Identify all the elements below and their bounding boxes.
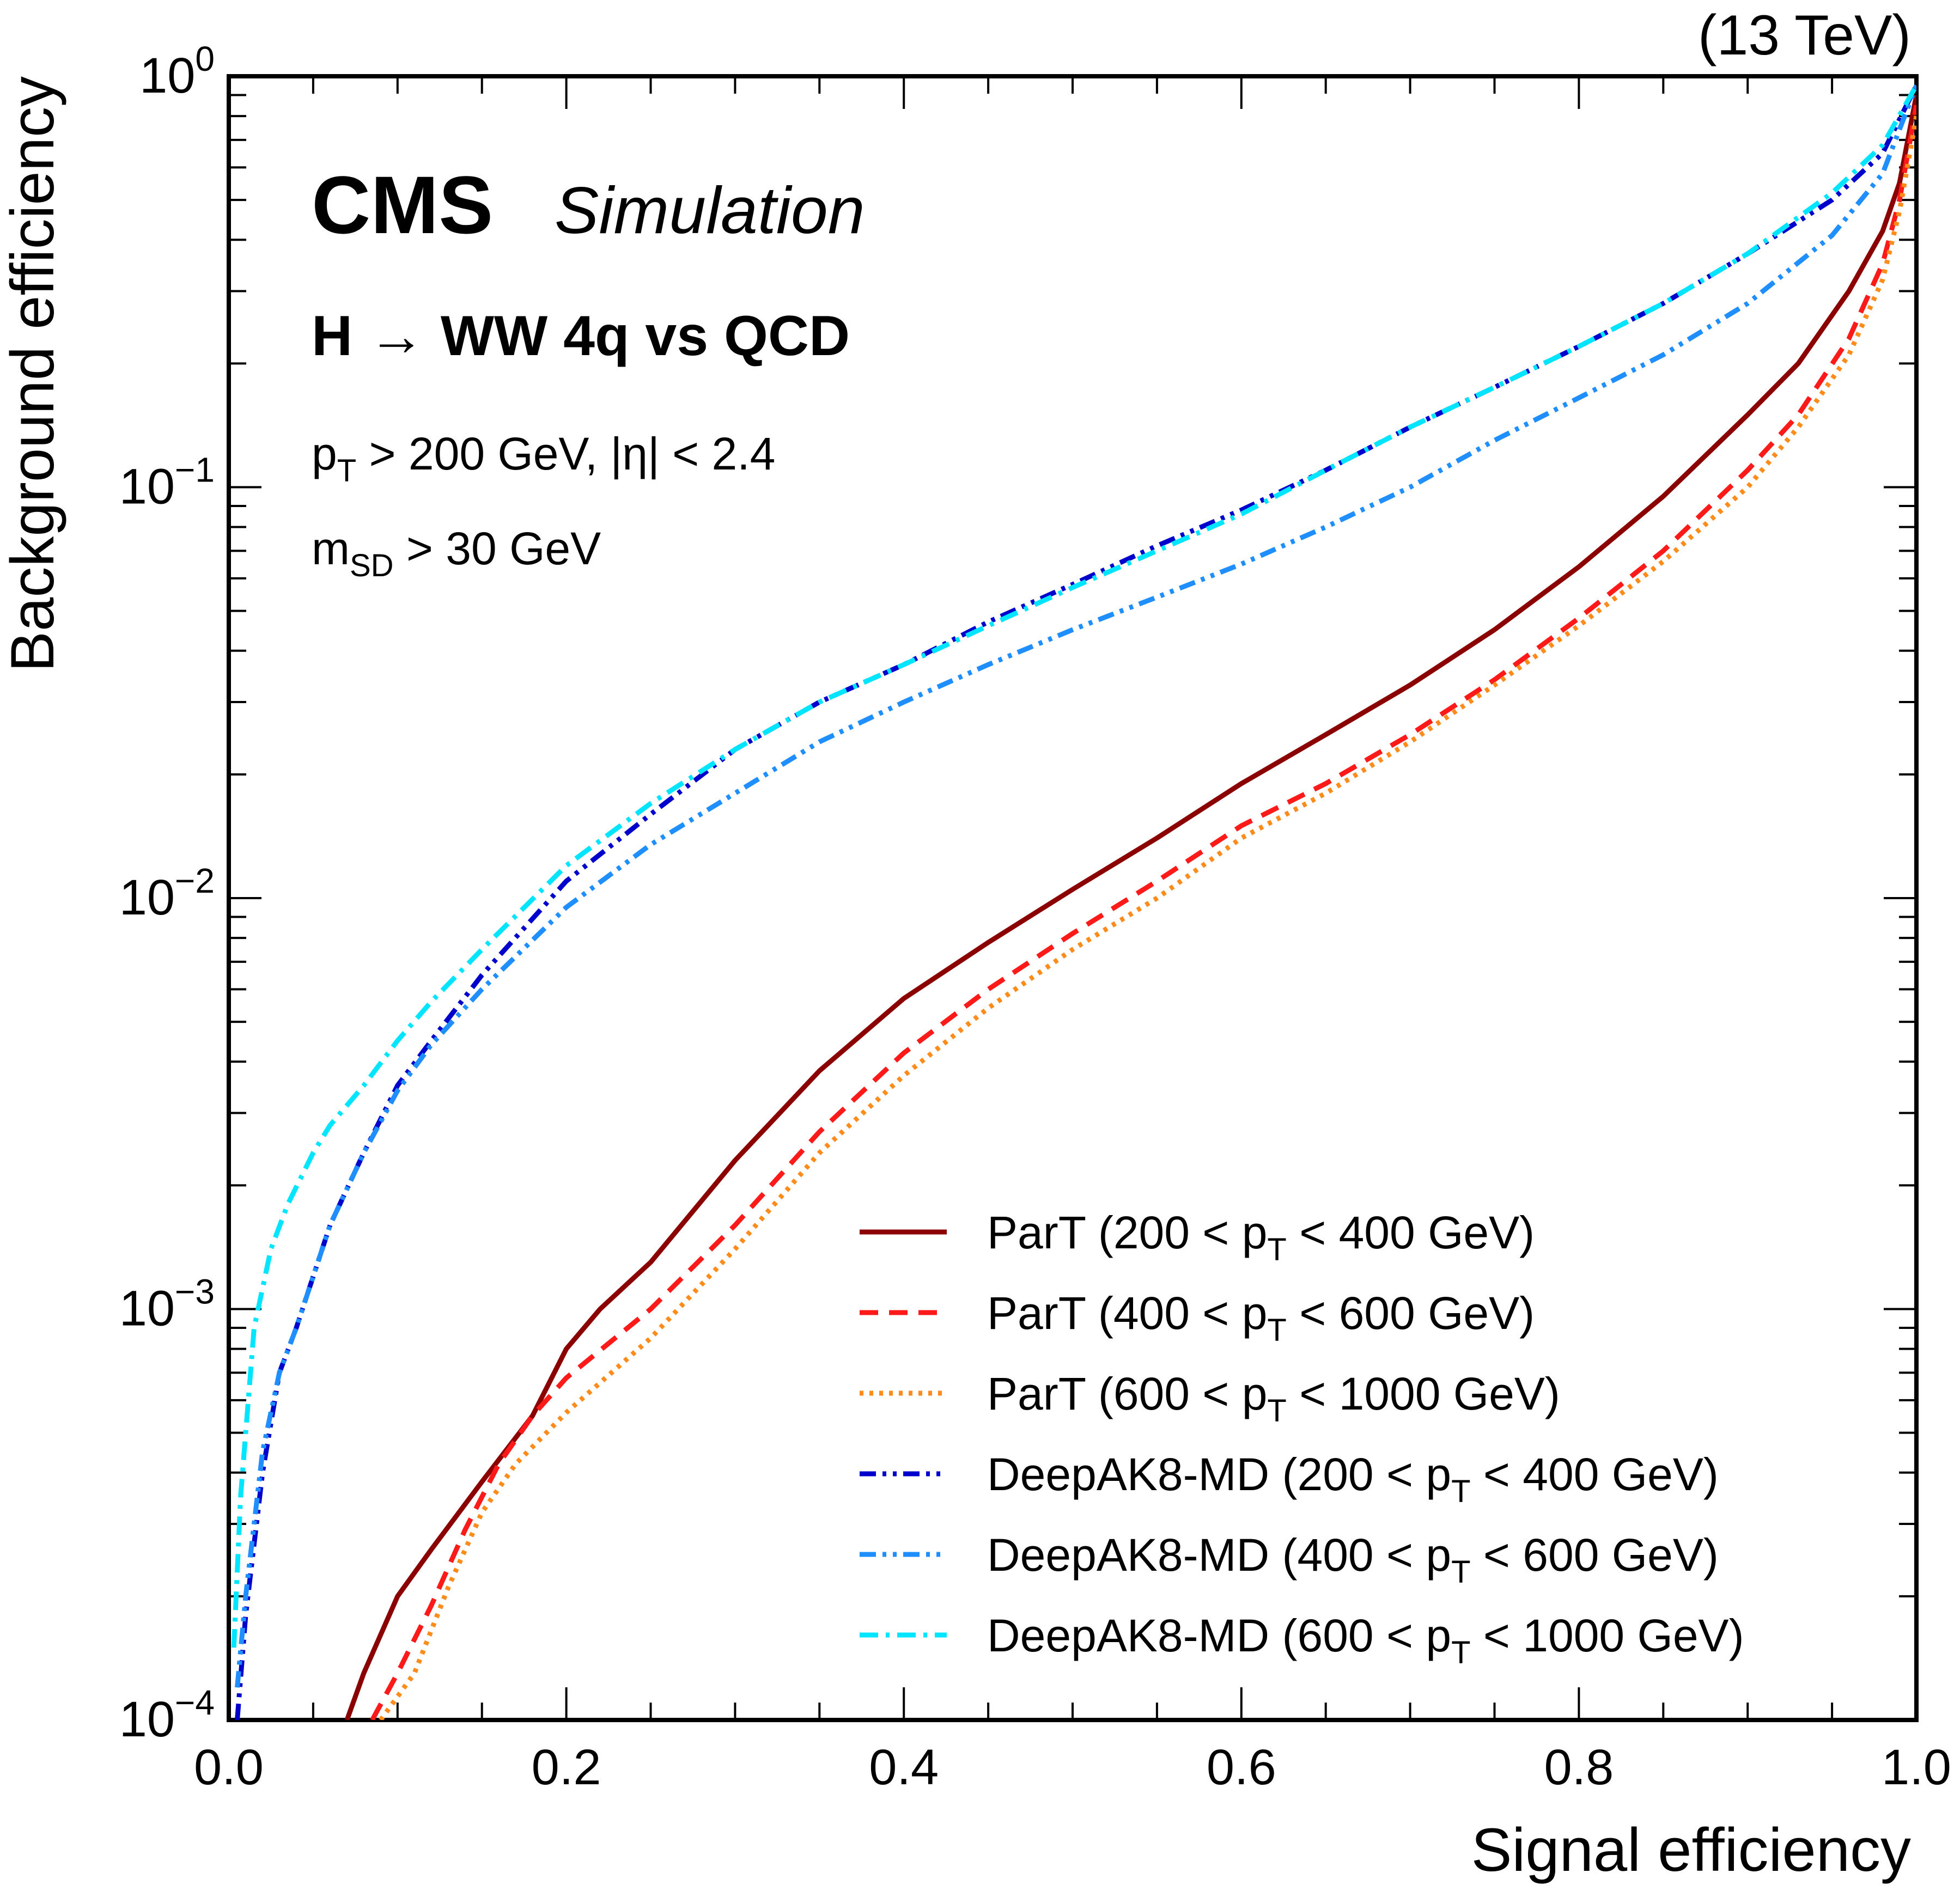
series-line-1 <box>344 94 1916 1720</box>
y-tick-label: 10−3 <box>119 1272 215 1337</box>
series-line-5 <box>235 84 1916 1688</box>
series-line-3 <box>379 115 1916 1720</box>
legend-label-4: DeepAK8-MD (200 < pT < 400 GeV) <box>987 1449 1719 1509</box>
legend-label-2: ParT (400 < pT < 600 GeV) <box>987 1288 1535 1348</box>
x-tick-label: 0.4 <box>869 1740 939 1795</box>
energy-label: (13 TeV) <box>1698 4 1911 67</box>
y-tick-label: 100 <box>139 39 215 103</box>
series-line-4 <box>235 84 1916 1720</box>
series-line-2 <box>370 105 1916 1720</box>
x-tick-label: 0.8 <box>1544 1740 1614 1795</box>
x-axis-title: Signal efficiency <box>1471 1816 1911 1884</box>
legend-label-1: ParT (200 < pT < 400 GeV) <box>987 1207 1535 1267</box>
pt-eta-cut: pT > 200 GeV, |η| < 2.4 <box>312 428 775 489</box>
legend: ParT (200 < pT < 400 GeV) ParT (400 < pT … <box>860 1207 1744 1670</box>
x-tick-label: 0.0 <box>194 1740 264 1795</box>
y-tick-label: 10−2 <box>119 861 215 925</box>
y-tick-labels: 100 10−1 10−2 10−3 10−4 <box>119 39 215 1747</box>
legend-label-6: DeepAK8-MD (600 < pT < 1000 GeV) <box>987 1610 1744 1670</box>
legend-label-5: DeepAK8-MD (400 < pT < 600 GeV) <box>987 1529 1719 1590</box>
y-tick-label: 10−4 <box>119 1683 215 1747</box>
msd-cut: mSD > 30 GeV <box>312 523 601 583</box>
legend-label-3: ParT (600 < pT < 1000 GeV) <box>987 1368 1560 1429</box>
x-tick-label: 0.6 <box>1207 1740 1276 1795</box>
y-tick-label: 10−1 <box>119 450 215 515</box>
simulation-label: Simulation <box>555 173 865 247</box>
process-label: H → WW 4q vs QCD <box>312 304 850 368</box>
cms-label: CMS <box>312 159 493 251</box>
x-tick-label: 0.2 <box>532 1740 601 1795</box>
y-axis-title: Background efficiency <box>0 76 66 672</box>
x-tick-labels: 0.0 0.2 0.4 0.6 0.8 1.0 <box>194 1740 1951 1795</box>
x-tick-label: 1.0 <box>1882 1740 1951 1795</box>
axis-ticks <box>228 76 1918 1721</box>
series-line-6 <box>231 84 1916 1648</box>
roc-curves <box>231 84 1916 1720</box>
